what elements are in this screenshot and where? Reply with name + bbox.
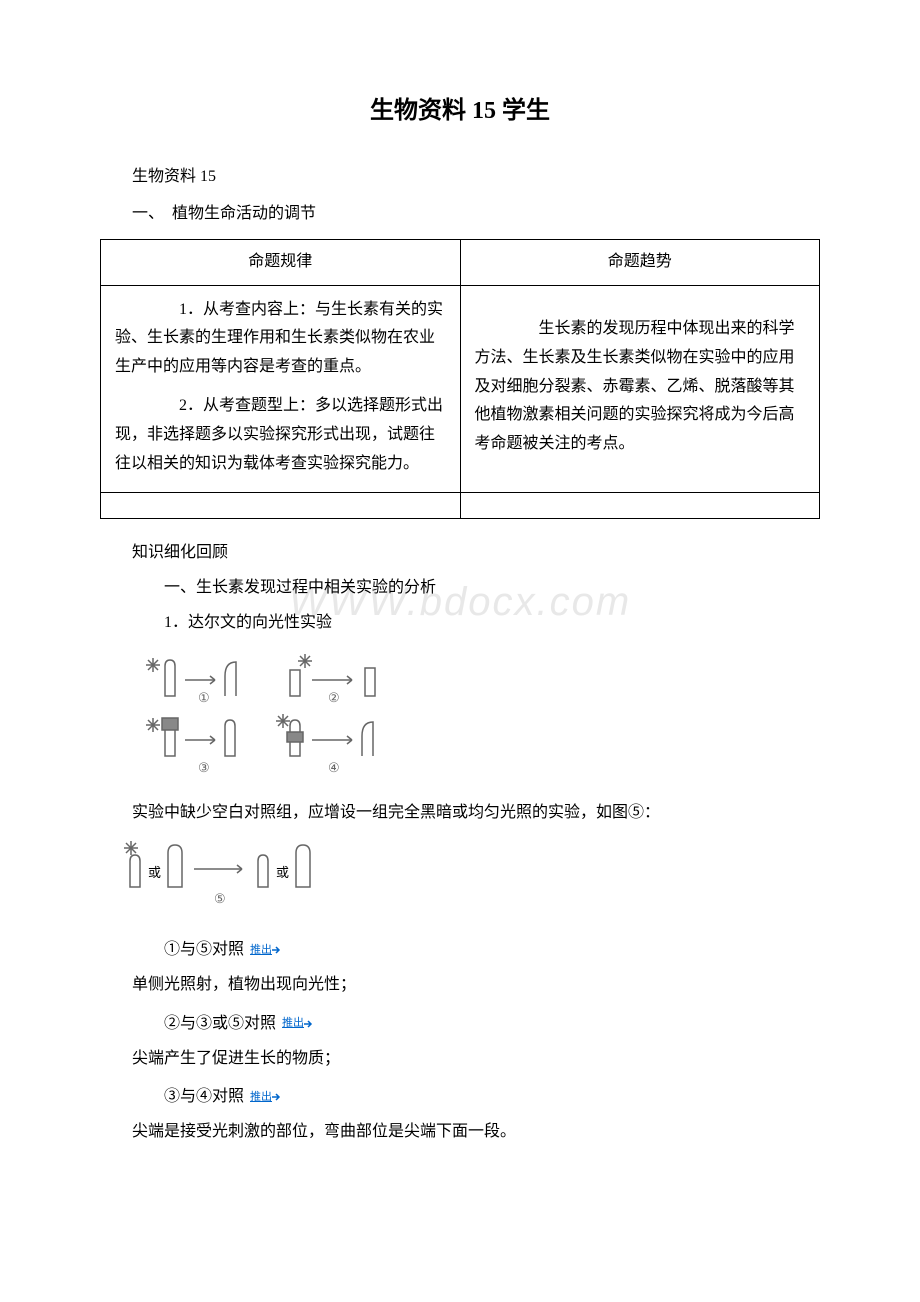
empty-cell-right (460, 493, 820, 519)
table-empty-row (101, 493, 820, 519)
inference-link-2[interactable]: 推出 (280, 1017, 314, 1029)
cmp3-link-text: 推出 (250, 1091, 272, 1103)
diagram-label-3: ③ (198, 760, 210, 775)
or-text-1: 或 (148, 865, 161, 880)
comparison-3-label: ③与④对照 推出 (100, 1083, 820, 1112)
rules-table: 命题规律 命题趋势 1．从考查内容上：与生长素有关的实验、生长素的生理作用和生长… (100, 239, 820, 520)
cmp3-label: ③与④对照 (164, 1088, 244, 1105)
comparison-1-conclusion: 单侧光照射，植物出现向光性； (100, 971, 820, 1000)
body-left-p1: 1．从考查内容上：与生长素有关的实验、生长素的生理作用和生长素类似物在农业生产中… (115, 296, 446, 382)
body-right: 生长素的发现历程中体现出来的科学方法、生长素及生长素类似物在实验中的应用及对细胞… (475, 315, 806, 459)
cmp2-label: ②与③或⑤对照 (164, 1015, 276, 1032)
diagram-svg-2: 或 或 ⑤ (120, 837, 420, 915)
diagram-label-5: ⑤ (214, 891, 226, 906)
subtitle: 生物资料 15 (100, 163, 820, 192)
table-body-left: 1．从考查内容上：与生长素有关的实验、生长素的生理作用和生长素类似物在农业生产中… (101, 285, 461, 493)
table-body-row: 1．从考查内容上：与生长素有关的实验、生长素的生理作用和生长素类似物在农业生产中… (101, 285, 820, 493)
diagram-label-2: ② (328, 690, 340, 705)
table-header-left: 命题规律 (101, 239, 461, 285)
knowledge-heading: 知识细化回顾 (100, 539, 820, 568)
comparison-3: ③与④对照 推出 尖端是接受光刺激的部位，弯曲部位是尖端下面一段。 (100, 1083, 820, 1147)
mid-text: 实验中缺少空白对照组，应增设一组完全黑暗或均匀光照的实验，如图⑤： (100, 799, 820, 828)
diagram-label-4: ④ (328, 760, 340, 775)
experiment-diagram-2: 或 或 ⑤ (120, 837, 820, 926)
cmp1-link-text: 推出 (250, 944, 272, 956)
diagram-label-1: ① (198, 690, 210, 705)
arrow-icon (304, 1020, 314, 1028)
page-title: 生物资料 15 学生 (100, 90, 820, 133)
comparison-2-label: ②与③或⑤对照 推出 (100, 1010, 820, 1039)
inference-link-1[interactable]: 推出 (248, 944, 282, 956)
comparison-3-conclusion: 尖端是接受光刺激的部位，弯曲部位是尖端下面一段。 (100, 1118, 820, 1147)
empty-cell-left (101, 493, 461, 519)
comparison-2: ②与③或⑤对照 推出 尖端产生了促进生长的物质； (100, 1010, 820, 1074)
comparison-2-conclusion: 尖端产生了促进生长的物质； (100, 1045, 820, 1074)
body-left-p2: 2．从考查题型上：多以选择题形式出现，非选择题多以实验探究形式出现，试题往往以相… (115, 392, 446, 478)
subheading-1: 一、生长素发现过程中相关实验的分析 (100, 574, 820, 603)
table-header-row: 命题规律 命题趋势 (101, 239, 820, 285)
item-1: 1．达尔文的向光性实验 (100, 609, 820, 638)
cmp2-link-text: 推出 (282, 1017, 304, 1029)
table-header-right: 命题趋势 (460, 239, 820, 285)
experiment-diagram-1: ① ② (140, 648, 820, 789)
or-text-2: 或 (276, 865, 289, 880)
comparison-1-label: ①与⑤对照 推出 (100, 936, 820, 965)
table-body-right: 生长素的发现历程中体现出来的科学方法、生长素及生长素类似物在实验中的应用及对细胞… (460, 285, 820, 493)
arrow-icon (272, 946, 282, 954)
arrow-icon (272, 1093, 282, 1101)
section-heading: 一、 植物生命活动的调节 (100, 200, 820, 229)
cmp1-label: ①与⑤对照 (164, 941, 244, 958)
inference-link-3[interactable]: 推出 (248, 1091, 282, 1103)
diagram-svg-1: ① ② (140, 648, 420, 778)
comparison-1: ①与⑤对照 推出 单侧光照射，植物出现向光性； (100, 936, 820, 1000)
